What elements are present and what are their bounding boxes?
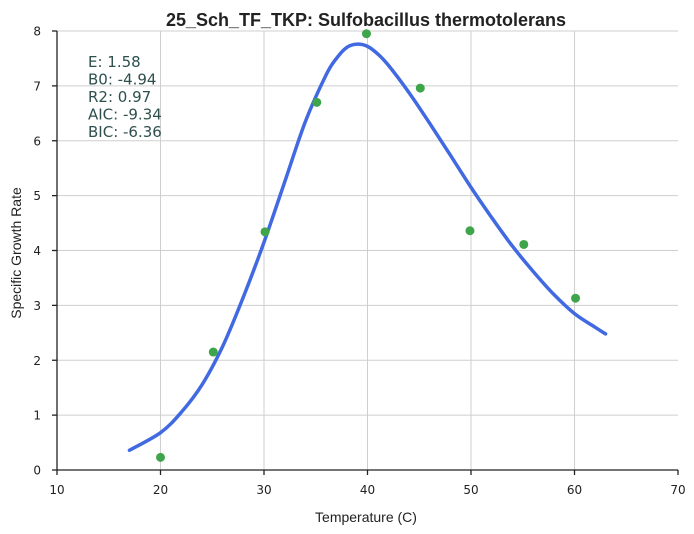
y-tick-labels: 0 1 2 3 4 5 6 7 8 <box>33 25 57 478</box>
x-tick-label-6: 70 <box>670 483 685 497</box>
x-tick-label-3: 40 <box>360 483 375 497</box>
x-tick-label-1: 20 <box>153 483 168 497</box>
y-tick-label-7: 7 <box>33 79 41 93</box>
annotation-r2: R2: 0.97 <box>88 88 151 106</box>
fit-statistics: E: 1.58 B0: -4.94 R2: 0.97 AIC: -9.34 BI… <box>88 53 162 141</box>
chart-title: 25_Sch_TF_TKP: Sulfobacillus thermotoler… <box>166 10 566 30</box>
y-tick-label-0: 0 <box>33 464 41 478</box>
data-point-6 <box>465 226 475 236</box>
data-point-5 <box>415 83 425 93</box>
x-tick-label-2: 30 <box>256 483 271 497</box>
x-tick-label-5: 60 <box>567 483 582 497</box>
y-tick-label-3: 3 <box>33 299 41 313</box>
data-point-8 <box>571 293 581 303</box>
data-point-2 <box>260 227 270 237</box>
y-axis-label: Specific Growth Rate <box>8 187 24 319</box>
x-tick-label-4: 50 <box>463 483 478 497</box>
fit-curve-line <box>127 42 608 452</box>
annotation-bic: BIC: -6.36 <box>88 123 162 141</box>
data-point-0 <box>156 452 165 462</box>
data-points <box>156 29 581 462</box>
data-point-3 <box>312 97 322 107</box>
annotation-b0: B0: -4.94 <box>88 71 156 89</box>
y-tick-label-8: 8 <box>33 25 41 39</box>
data-point-1 <box>208 347 218 357</box>
x-axis-label: Temperature (C) <box>315 509 417 525</box>
x-tick-label-0: 10 <box>49 483 64 497</box>
annotation-aic: AIC: -9.34 <box>88 106 162 124</box>
y-tick-label-5: 5 <box>33 189 41 203</box>
annotation-e: E: 1.58 <box>88 53 141 71</box>
data-point-7 <box>519 239 529 249</box>
y-tick-label-6: 6 <box>33 134 41 148</box>
data-point-4 <box>361 29 371 39</box>
y-tick-label-4: 4 <box>33 244 41 258</box>
y-tick-label-1: 1 <box>33 409 41 423</box>
y-tick-label-2: 2 <box>33 354 41 368</box>
x-tick-labels: 10 20 30 40 50 60 70 <box>49 470 686 497</box>
